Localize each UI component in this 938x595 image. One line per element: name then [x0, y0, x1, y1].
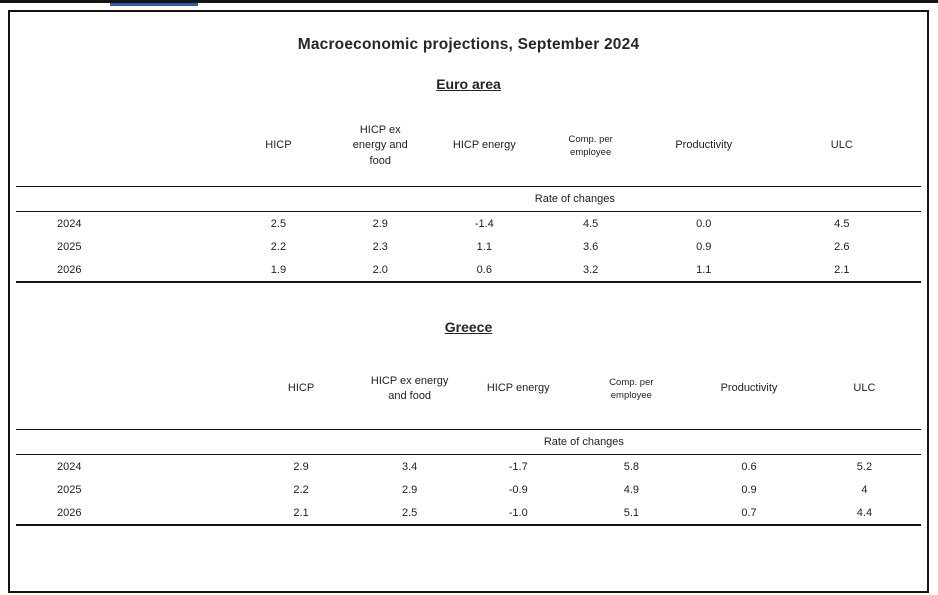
- value-cell: 0.0: [696, 217, 712, 230]
- col-header-hicp-energy: HICP energy: [432, 106, 537, 187]
- value-cell: 0.9: [741, 483, 757, 496]
- value-cell: 2.9: [293, 460, 309, 473]
- value-cell: 2.1: [246, 501, 356, 526]
- value-cell: 2.1: [762, 258, 921, 283]
- column-header-row: HICP HICP ex energy and food HICP energy…: [16, 106, 921, 187]
- value-cell: 4.4: [807, 501, 921, 526]
- col-header-hicp-ex-energy-food: HICP ex energy and food: [355, 349, 464, 430]
- rate-of-changes-row: Rate of changes: [16, 186, 921, 212]
- region-title-euro-area: Euro area: [436, 76, 501, 92]
- value-cell: 4: [861, 483, 868, 496]
- table-row: 2026 1.9 2.0 0.6 3.2 1.1 2.1: [16, 258, 921, 283]
- rate-of-changes-row: Rate of changes: [16, 429, 921, 455]
- col-header-hicp: HICP: [228, 106, 329, 187]
- value-cell: -1.4: [474, 217, 494, 230]
- value-cell: 0.6: [741, 460, 757, 473]
- col-header-productivity: Productivity: [690, 349, 808, 430]
- value-cell: 1.1: [476, 240, 492, 253]
- value-cell: 2.2: [270, 240, 287, 253]
- greece-table: HICP HICP ex energy and food HICP energy…: [16, 349, 921, 526]
- value-cell: 3.4: [402, 460, 418, 473]
- page-title: Macroeconomic projections, September 202…: [297, 36, 640, 53]
- table-row: 2025 2.2 2.3 1.1 3.6 0.9 2.6: [16, 235, 921, 258]
- col-header-hicp: HICP: [246, 349, 356, 430]
- table-row: 2026 2.1 2.5 -1.0 5.1 0.7 4.4: [16, 501, 921, 526]
- value-cell: 2.3: [372, 240, 388, 253]
- column-header-row: HICP HICP ex energy and food HICP energy…: [16, 349, 921, 430]
- value-cell: 3.2: [536, 258, 645, 283]
- value-cell: -0.9: [508, 483, 528, 496]
- value-cell: 2.9: [402, 483, 418, 496]
- year-column-header: [16, 106, 229, 187]
- value-cell: 2.6: [834, 240, 850, 253]
- value-cell: 4.9: [623, 483, 640, 496]
- value-cell: 2.5: [355, 501, 464, 526]
- col-header-productivity: Productivity: [644, 106, 763, 187]
- rate-row-spacer: [16, 429, 247, 455]
- table-row: 2024 2.9 3.4 -1.7 5.8 0.6 5.2: [16, 455, 921, 479]
- value-cell: 1.9: [228, 258, 329, 283]
- col-header-comp-per-employee: Comp. per employee: [572, 349, 691, 430]
- value-cell: 5.2: [856, 460, 873, 473]
- col-header-hicp-ex-energy-food: HICP ex energy and food: [328, 106, 433, 187]
- table-row: 2024 2.5 2.9 -1.4 4.5 0.0 4.5: [16, 212, 921, 236]
- value-cell: -1.7: [508, 460, 528, 473]
- year-label: 2026: [16, 501, 247, 526]
- rate-of-changes-label: Rate of changes: [246, 429, 921, 455]
- value-cell: 0.6: [432, 258, 537, 283]
- year-column-header: [16, 349, 247, 430]
- year-label: 2025: [57, 483, 82, 496]
- value-cell: -1.0: [463, 501, 573, 526]
- rate-row-spacer: [16, 186, 229, 212]
- region-title-greece: Greece: [444, 319, 493, 335]
- document-frame: Macroeconomic projections, September 202…: [8, 10, 929, 593]
- value-cell: 3.6: [582, 240, 599, 253]
- value-cell: 5.1: [572, 501, 691, 526]
- value-cell: 2.5: [270, 217, 287, 230]
- top-border-line: [0, 0, 938, 3]
- value-cell: 1.1: [644, 258, 763, 283]
- euro-area-table: HICP HICP ex energy and food HICP energy…: [16, 106, 921, 283]
- value-cell: 5.8: [623, 460, 640, 473]
- value-cell: 0.9: [696, 240, 712, 253]
- value-cell: 0.7: [690, 501, 808, 526]
- top-blue-accent: [110, 3, 198, 6]
- table-row: 2025 2.2 2.9 -0.9 4.9 0.9 4: [16, 478, 921, 501]
- value-cell: 2.2: [293, 483, 309, 496]
- year-label: 2024: [57, 460, 82, 473]
- year-label: 2026: [16, 258, 229, 283]
- value-cell: 4.5: [582, 217, 599, 230]
- col-header-ulc: ULC: [762, 106, 921, 187]
- value-cell: 2.9: [372, 217, 388, 230]
- value-cell: 4.5: [834, 217, 850, 230]
- year-label: 2025: [57, 240, 82, 253]
- col-header-ulc: ULC: [807, 349, 921, 430]
- year-label: 2024: [57, 217, 82, 230]
- col-header-comp-per-employee: Comp. per employee: [536, 106, 645, 187]
- rate-of-changes-label: Rate of changes: [228, 186, 921, 212]
- col-header-hicp-energy: HICP energy: [463, 349, 573, 430]
- value-cell: 2.0: [328, 258, 433, 283]
